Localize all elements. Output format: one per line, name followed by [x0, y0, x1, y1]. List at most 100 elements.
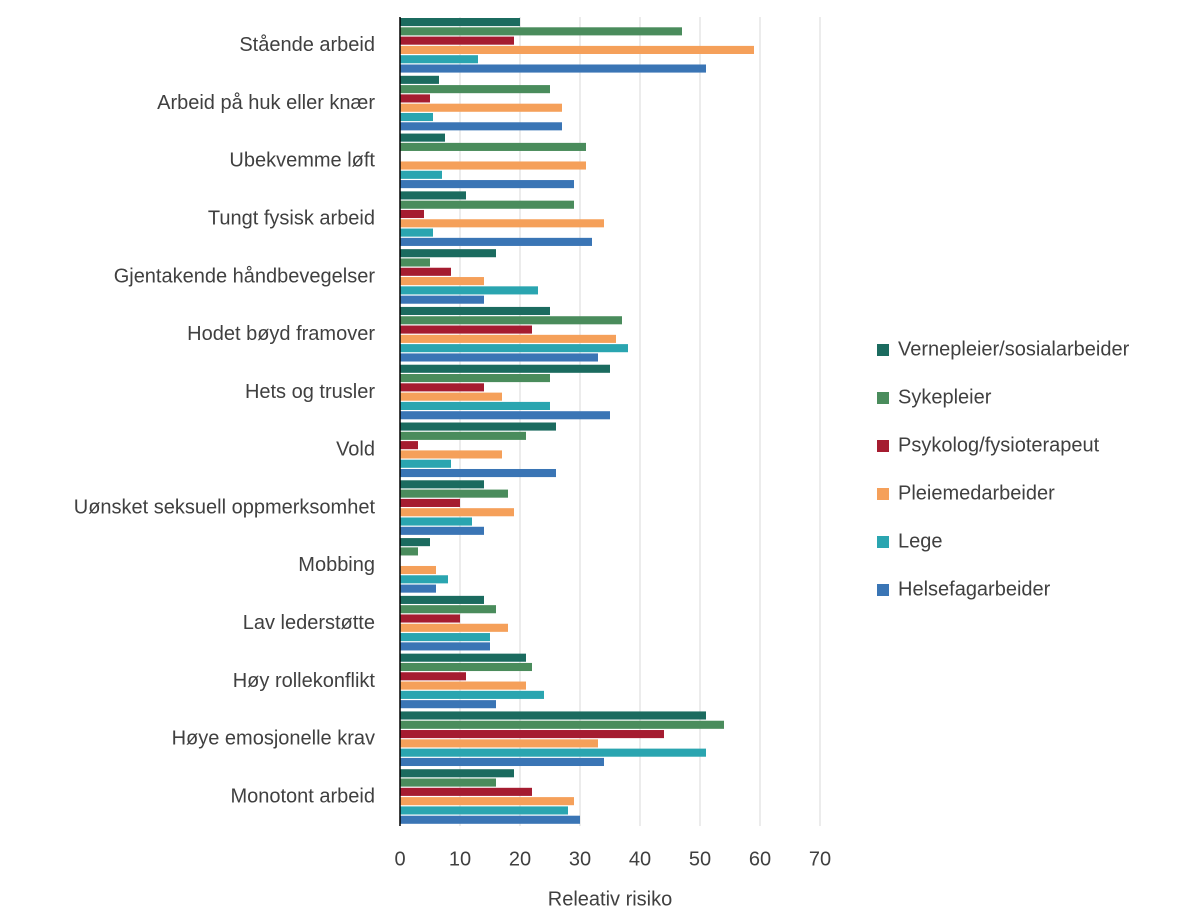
y-tick-label: Lav lederstøtte [243, 612, 375, 634]
x-tick-label: 60 [749, 848, 771, 870]
bar [400, 672, 466, 681]
bar [400, 316, 622, 325]
bar [400, 267, 451, 276]
bar [400, 681, 526, 690]
bar [400, 191, 466, 200]
legend-swatch [877, 440, 889, 452]
bar [400, 508, 514, 517]
bar [400, 180, 574, 189]
bar [400, 806, 568, 815]
bar [400, 730, 664, 739]
x-tick-label: 10 [449, 848, 471, 870]
x-tick-label: 0 [394, 848, 405, 870]
x-tick-label: 70 [809, 848, 831, 870]
bar [400, 787, 532, 796]
y-tick-label: Gjentakende håndbevegelser [114, 265, 376, 287]
bar [400, 690, 544, 699]
bar [400, 633, 490, 642]
bar [400, 18, 520, 27]
x-tick-label: 30 [569, 848, 591, 870]
bar [400, 219, 604, 228]
bar [400, 27, 682, 36]
legend-swatch [877, 344, 889, 356]
legend-label: Pleiemedarbeider [898, 482, 1055, 504]
bar [400, 450, 502, 459]
bar [400, 662, 532, 672]
bar [400, 480, 484, 489]
bar [400, 392, 502, 401]
bar [400, 325, 532, 334]
bar [400, 468, 556, 478]
legend-swatch [877, 392, 889, 404]
legend-label: Lege [898, 530, 943, 552]
bar [400, 45, 754, 54]
bar [400, 623, 508, 632]
bar [400, 498, 460, 507]
bar [400, 517, 472, 526]
bar [400, 441, 418, 450]
bar [400, 815, 580, 824]
bar [400, 85, 550, 94]
bar [400, 401, 550, 411]
y-tick-label: Uønsket seksuell oppmerksomhet [74, 496, 376, 518]
bar [400, 258, 430, 267]
bar [400, 55, 478, 64]
bar [400, 249, 496, 258]
bar [400, 161, 586, 170]
bar [400, 605, 496, 614]
bar [400, 653, 526, 662]
x-tick-label: 40 [629, 848, 651, 870]
bar [400, 277, 484, 286]
y-tick-label: Høye emosjonelle krav [172, 728, 375, 750]
bar [400, 170, 442, 179]
bar [400, 595, 484, 604]
bar [400, 459, 451, 468]
bar [400, 642, 490, 651]
bar [400, 295, 484, 304]
bar [400, 334, 616, 343]
bar [400, 431, 526, 440]
x-tick-label: 50 [689, 848, 711, 870]
bar [400, 547, 418, 556]
bar [400, 75, 439, 84]
bar [400, 306, 550, 316]
bar [400, 64, 706, 73]
bar [400, 575, 448, 584]
bar [400, 364, 610, 373]
bar [400, 778, 496, 787]
y-tick-label: Høy rollekonflikt [233, 670, 376, 692]
bar [400, 422, 556, 431]
x-tick-label: 20 [509, 848, 531, 870]
bar [400, 711, 706, 720]
y-tick-label: Monotont arbeid [230, 785, 375, 807]
bar [400, 700, 496, 709]
bar [400, 353, 598, 362]
y-tick-label: Tungt fysisk arbeid [208, 208, 375, 230]
y-tick-label: Mobbing [298, 554, 375, 576]
bar [400, 411, 610, 420]
legend-label: Psykolog/fysioterapeut [898, 434, 1100, 456]
bar [400, 142, 586, 151]
bar [400, 748, 706, 757]
bar [400, 94, 430, 103]
bar [400, 739, 598, 748]
y-tick-label: Vold [336, 439, 375, 461]
bar [400, 36, 514, 45]
bar [400, 720, 724, 729]
bar [400, 237, 592, 246]
legend-swatch [877, 584, 889, 596]
bar [400, 565, 436, 575]
bar [400, 383, 484, 392]
bar [400, 200, 574, 209]
y-tick-label: Hodet bøyd framover [187, 323, 375, 345]
legend-swatch [877, 488, 889, 500]
bar [400, 103, 562, 112]
bar [400, 228, 433, 237]
bar [400, 757, 604, 767]
bar [400, 209, 424, 219]
y-tick-label: Arbeid på huk eller knær [157, 92, 375, 114]
bar [400, 286, 538, 295]
bar [400, 122, 562, 131]
bar [400, 112, 433, 122]
